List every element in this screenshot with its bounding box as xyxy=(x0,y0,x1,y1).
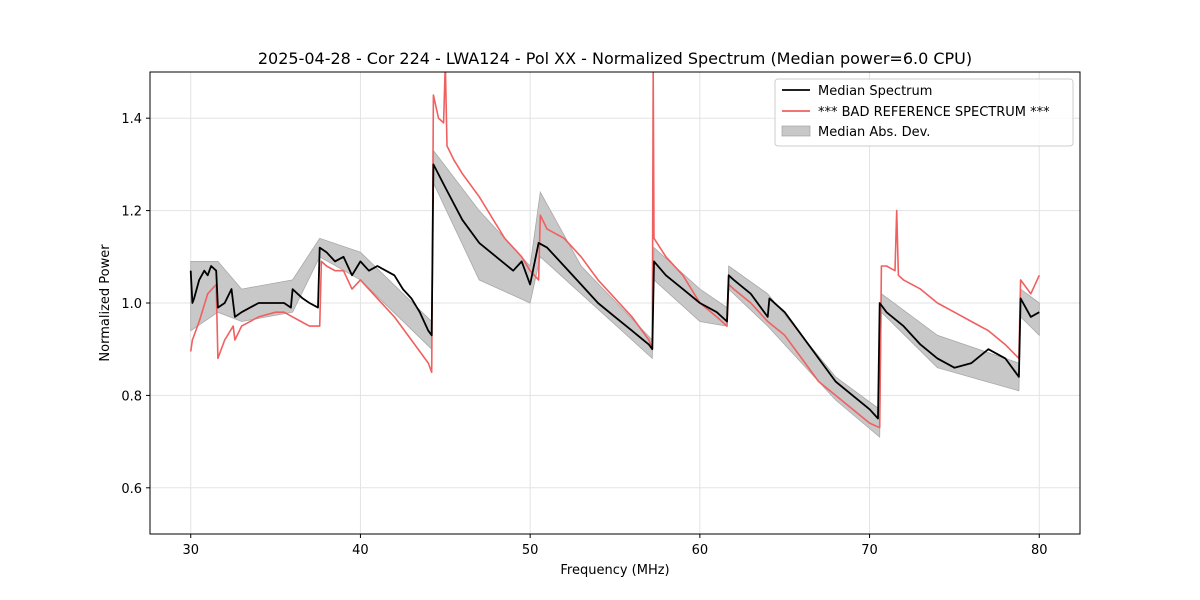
legend: Median Spectrum *** BAD REFERENCE SPECTR… xyxy=(774,78,1074,147)
bad-reference-spectrum-line xyxy=(189,72,1041,429)
x-tick-label: 60 xyxy=(692,543,709,558)
x-axis-label: Frequency (MHz) xyxy=(560,563,669,578)
y-tick-label: 1.4 xyxy=(121,112,142,127)
mad-band-layer xyxy=(190,149,1040,438)
y-tick-label: 0.8 xyxy=(121,389,142,404)
median-spectrum-line xyxy=(189,163,1040,420)
y-axis-ticks: 0.6 0.8 1.0 1.2 1.4 xyxy=(121,112,150,497)
legend-mad-swatch xyxy=(781,125,811,137)
y-tick-label: 0.6 xyxy=(121,482,142,497)
x-tick-label: 30 xyxy=(182,543,199,558)
x-tick-label: 80 xyxy=(1031,543,1048,558)
x-tick-label: 50 xyxy=(522,543,539,558)
mad-band xyxy=(190,149,1040,438)
x-tick-label: 70 xyxy=(861,543,878,558)
x-axis-ticks: 30 40 50 60 70 80 xyxy=(182,534,1048,558)
chart-title: 2025-04-28 - Cor 224 - LWA124 - Pol XX -… xyxy=(258,49,972,68)
series-layer xyxy=(189,72,1041,429)
y-axis-label: Normalized Power xyxy=(98,244,113,362)
legend-mad-label: Median Abs. Dev. xyxy=(818,125,930,140)
x-tick-label: 40 xyxy=(352,543,369,558)
y-tick-label: 1.2 xyxy=(121,205,142,220)
legend-box xyxy=(774,78,1074,147)
y-tick-label: 1.0 xyxy=(121,297,142,312)
legend-median-label: Median Spectrum xyxy=(818,84,932,99)
legend-bad-ref-label: *** BAD REFERENCE SPECTRUM *** xyxy=(818,105,1050,120)
